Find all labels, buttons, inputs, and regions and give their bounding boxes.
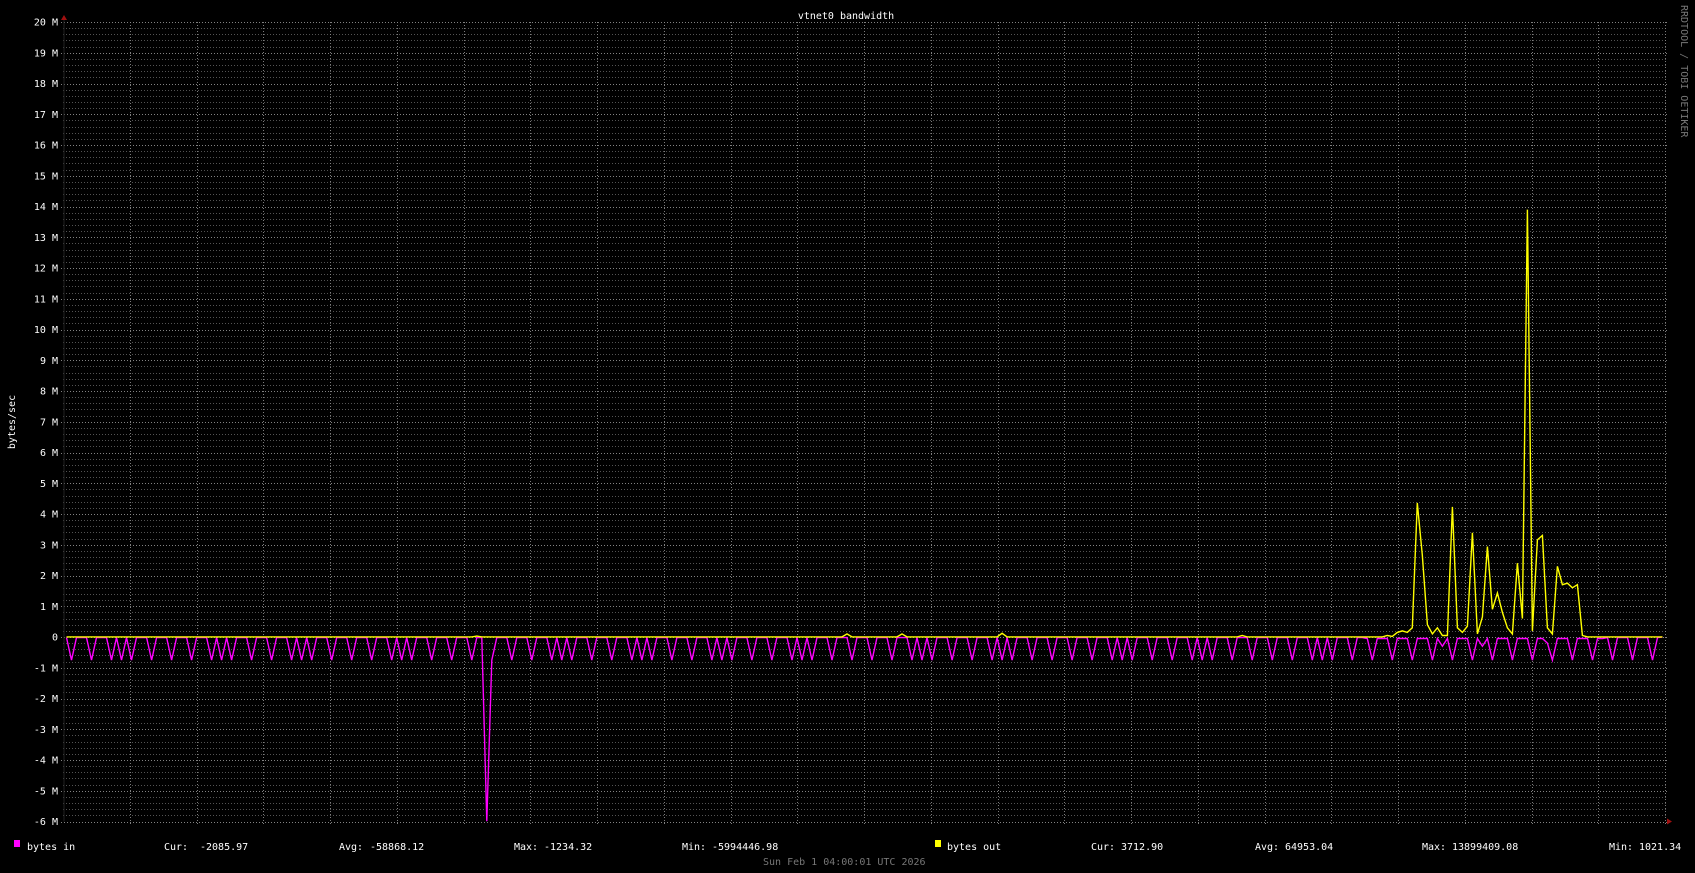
y-tick-label: 20 M — [34, 18, 58, 29]
rrdtool-watermark: RRDTOOL / TOBI OETIKER — [1678, 5, 1689, 138]
y-axis-arrow — [61, 15, 67, 20]
bytes-out-cur-label: Cur: — [1091, 842, 1115, 853]
bytes-out-swatch — [935, 840, 941, 847]
y-tick-label: 0 — [52, 633, 58, 644]
y-tick-label: 15 M — [34, 171, 58, 182]
y-tick-label: 9 M — [40, 356, 58, 367]
y-tick-label: -5 M — [34, 786, 58, 797]
bytes-out-avg-label: Avg: — [1255, 842, 1279, 853]
y-tick-label: 18 M — [34, 79, 58, 90]
bytes-in-avg: -58868.12 — [370, 842, 424, 853]
bytes-out-cur: 3712.90 — [1121, 842, 1163, 853]
y-tick-label: 16 M — [34, 141, 58, 152]
legend-bytes-out: bytes out Cur: 3712.90 Avg: 64953.04 Max… — [935, 840, 1681, 853]
y-tick-label: 14 M — [34, 202, 58, 213]
series-line-bytes-out — [66, 209, 1663, 638]
bytes-in-label: bytes in — [27, 842, 75, 853]
bytes-in-avg-label: Avg: — [339, 842, 363, 853]
y-tick-label: 19 M — [34, 48, 58, 59]
y-tick-label: 4 M — [40, 510, 58, 521]
bytes-out-avg: 64953.04 — [1285, 842, 1333, 853]
bytes-in-cur: -2085.97 — [200, 842, 248, 853]
y-tick-label: -3 M — [34, 725, 58, 736]
y-tick-label: -1 M — [34, 663, 58, 674]
timestamp: Sun Feb 1 04:00:01 UTC 2026 — [763, 857, 926, 868]
y-tick-label: 8 M — [40, 387, 58, 398]
y-tick-label: -6 M — [34, 817, 58, 828]
x-axis-arrow — [1667, 818, 1672, 825]
axes — [61, 15, 1672, 825]
y-tick-label: 3 M — [40, 540, 58, 551]
bytes-in-swatch — [14, 840, 20, 847]
y-tick-label: -2 M — [34, 694, 58, 705]
bytes-in-min: -5994446.98 — [712, 842, 778, 853]
bytes-in-min-label: Min: — [682, 842, 706, 853]
bytes-out-label: bytes out — [947, 842, 1001, 853]
bytes-out-min: 1021.34 — [1639, 842, 1681, 853]
bytes-in-max-label: Max: — [514, 842, 538, 853]
y-tick-label: 7 M — [40, 417, 58, 428]
bytes-in-max: -1234.32 — [544, 842, 592, 853]
y-tick-label: 11 M — [34, 294, 58, 305]
y-tick-label: 12 M — [34, 264, 58, 275]
y-tick-label: 13 M — [34, 233, 58, 244]
y-tick-label: 6 M — [40, 448, 58, 459]
legend-bytes-in: bytes in Cur: -2085.97 Avg: -58868.12 Ma… — [14, 840, 778, 853]
bytes-out-min-label: Min: — [1609, 842, 1633, 853]
y-tick-label: -4 M — [34, 756, 58, 767]
y-tick-label: 1 M — [40, 602, 58, 613]
y-tick-label: 10 M — [34, 325, 58, 336]
y-axis-label: bytes/sec — [7, 395, 18, 449]
y-tick-label: 17 M — [34, 110, 58, 121]
bytes-out-max: 13899409.08 — [1452, 842, 1518, 853]
grid — [61, 22, 1668, 825]
bytes-out-max-label: Max: — [1422, 842, 1446, 853]
y-tick-label: 2 M — [40, 571, 58, 582]
chart-title: vtnet0 bandwidth — [798, 11, 894, 22]
y-axis-tick-labels: 20 M 19 M 18 M 17 M 16 M 15 M 14 M 13 M 12 M 11 M… — [34, 18, 58, 829]
y-tick-label: 5 M — [40, 479, 58, 490]
series-lines — [65, 209, 1663, 822]
bytes-in-cur-label: Cur: — [164, 842, 188, 853]
